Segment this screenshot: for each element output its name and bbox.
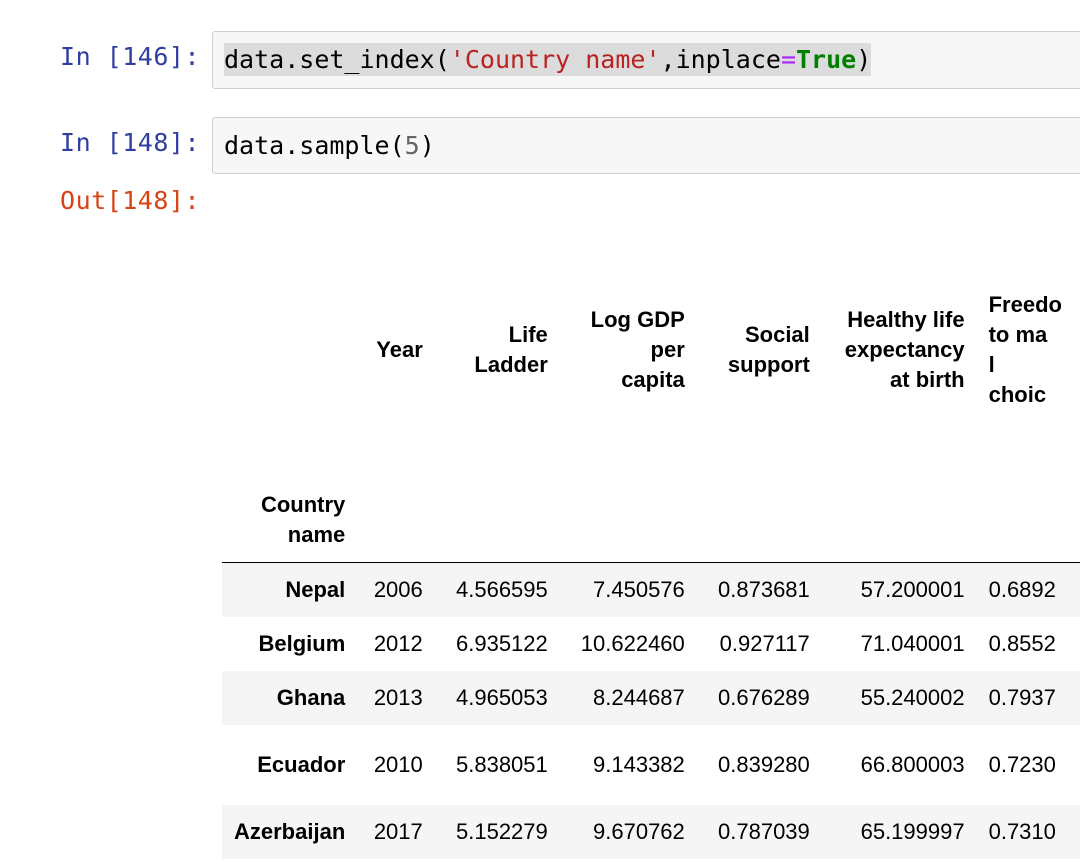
column-header: Freedo to ma l choic	[988, 292, 1062, 407]
code-close-paren: )	[856, 45, 872, 74]
code-cell-sample[interactable]: data.sample(5)	[212, 117, 1080, 174]
code-cell-set-index[interactable]: data.set_index('Country name',inplace=Tr…	[212, 31, 1080, 89]
code-operator: =	[780, 45, 796, 74]
table-cell: 4.965053	[456, 684, 548, 710]
table-cell: 0.7937	[988, 684, 1056, 710]
table-row: Belgium 2012 6.935122 10.622460 0.927117 71.0…	[222, 617, 1080, 671]
row-index-label: Azerbaijan	[234, 818, 346, 844]
table-cell: 5.152279	[456, 818, 548, 844]
table-cell: 0.6892	[988, 576, 1056, 602]
input-prompt-148: In [148]:	[60, 128, 200, 157]
table-cell: 0.676289	[718, 684, 810, 710]
column-header: Year	[376, 337, 423, 362]
code-number-literal: 5	[404, 131, 420, 160]
table-cell: 2017	[373, 818, 423, 844]
table-cell: 5.838051	[456, 751, 548, 777]
table-row: Nepal 2006 4.566595 7.450576 0.873681 57.2000…	[222, 562, 1080, 617]
table-cell: 55.240002	[860, 684, 965, 710]
table-cell: 57.200001	[860, 576, 965, 602]
row-index-label: Ecuador	[257, 751, 346, 777]
table-cell: 0.839280	[718, 751, 810, 777]
row-index-label: Belgium	[258, 630, 346, 656]
code-object: data	[224, 45, 285, 74]
code-object: data	[224, 131, 285, 160]
code-selection: data.set_index('Country name',inplace=Tr…	[224, 43, 872, 76]
column-header: Social support	[727, 322, 810, 377]
table-cell: 9.143382	[593, 751, 685, 777]
table-cell: 6.935122	[456, 630, 548, 656]
code-string-literal: 'Country name'	[449, 45, 661, 74]
column-header: Life Ladder	[474, 322, 548, 377]
table-cell: 9.670762	[593, 818, 685, 844]
row-index-label: Ghana	[276, 684, 346, 710]
table-cell: 71.040001	[860, 630, 965, 656]
table-cell: 0.873681	[718, 576, 810, 602]
table-cell: 2010	[373, 751, 423, 777]
table-cell: 2012	[373, 630, 423, 656]
dataframe-table: Year Life Ladder Log GDP per capita Social s…	[222, 270, 1080, 859]
code-close-paren: )	[419, 131, 435, 160]
table-cell: 65.199997	[860, 818, 965, 844]
column-header: Log GDP per capita	[590, 307, 685, 392]
table-cell: 7.450576	[593, 576, 685, 602]
input-prompt-146: In [146]:	[60, 42, 200, 71]
table-cell: 2006	[373, 576, 423, 602]
header-blank	[222, 270, 357, 430]
code-keyword: True	[796, 45, 857, 74]
table-cell: 0.8552	[988, 630, 1056, 656]
column-header: Healthy life expectancy at birth	[844, 307, 965, 392]
index-name-row: Country name	[222, 430, 1080, 563]
column-header-row: Year Life Ladder Log GDP per capita Social s…	[222, 270, 1080, 430]
table-cell: 0.927117	[719, 630, 810, 656]
table-cell: 10.622460	[580, 630, 685, 656]
table-row: Ghana 2013 4.965053 8.244687 0.676289 55.2400…	[222, 670, 1080, 725]
table-cell: 0.787039	[718, 818, 810, 844]
table-cell: 0.7310	[988, 818, 1056, 844]
table-cell: 4.566595	[456, 576, 548, 602]
dataframe-output: Year Life Ladder Log GDP per capita Social s…	[222, 270, 1080, 859]
code-argument: ,inplace	[660, 45, 781, 74]
code-method: .sample(	[284, 131, 405, 160]
code-method: .set_index(	[284, 45, 450, 74]
table-cell: 66.800003	[860, 751, 965, 777]
output-prompt-148: Out[148]:	[60, 186, 200, 215]
row-index-label: Nepal	[285, 576, 346, 602]
table-row: Ecuador 2010 5.838051 9.143382 0.839280 66.80…	[222, 725, 1080, 805]
table-cell: 0.7230	[988, 751, 1056, 777]
table-cell: 8.244687	[593, 684, 685, 710]
table-row: Azerbaijan 2017 5.152279 9.670762 0.787039 65…	[222, 804, 1080, 859]
table-cell: 2013	[373, 684, 423, 710]
index-name-header: Country name	[260, 492, 346, 547]
